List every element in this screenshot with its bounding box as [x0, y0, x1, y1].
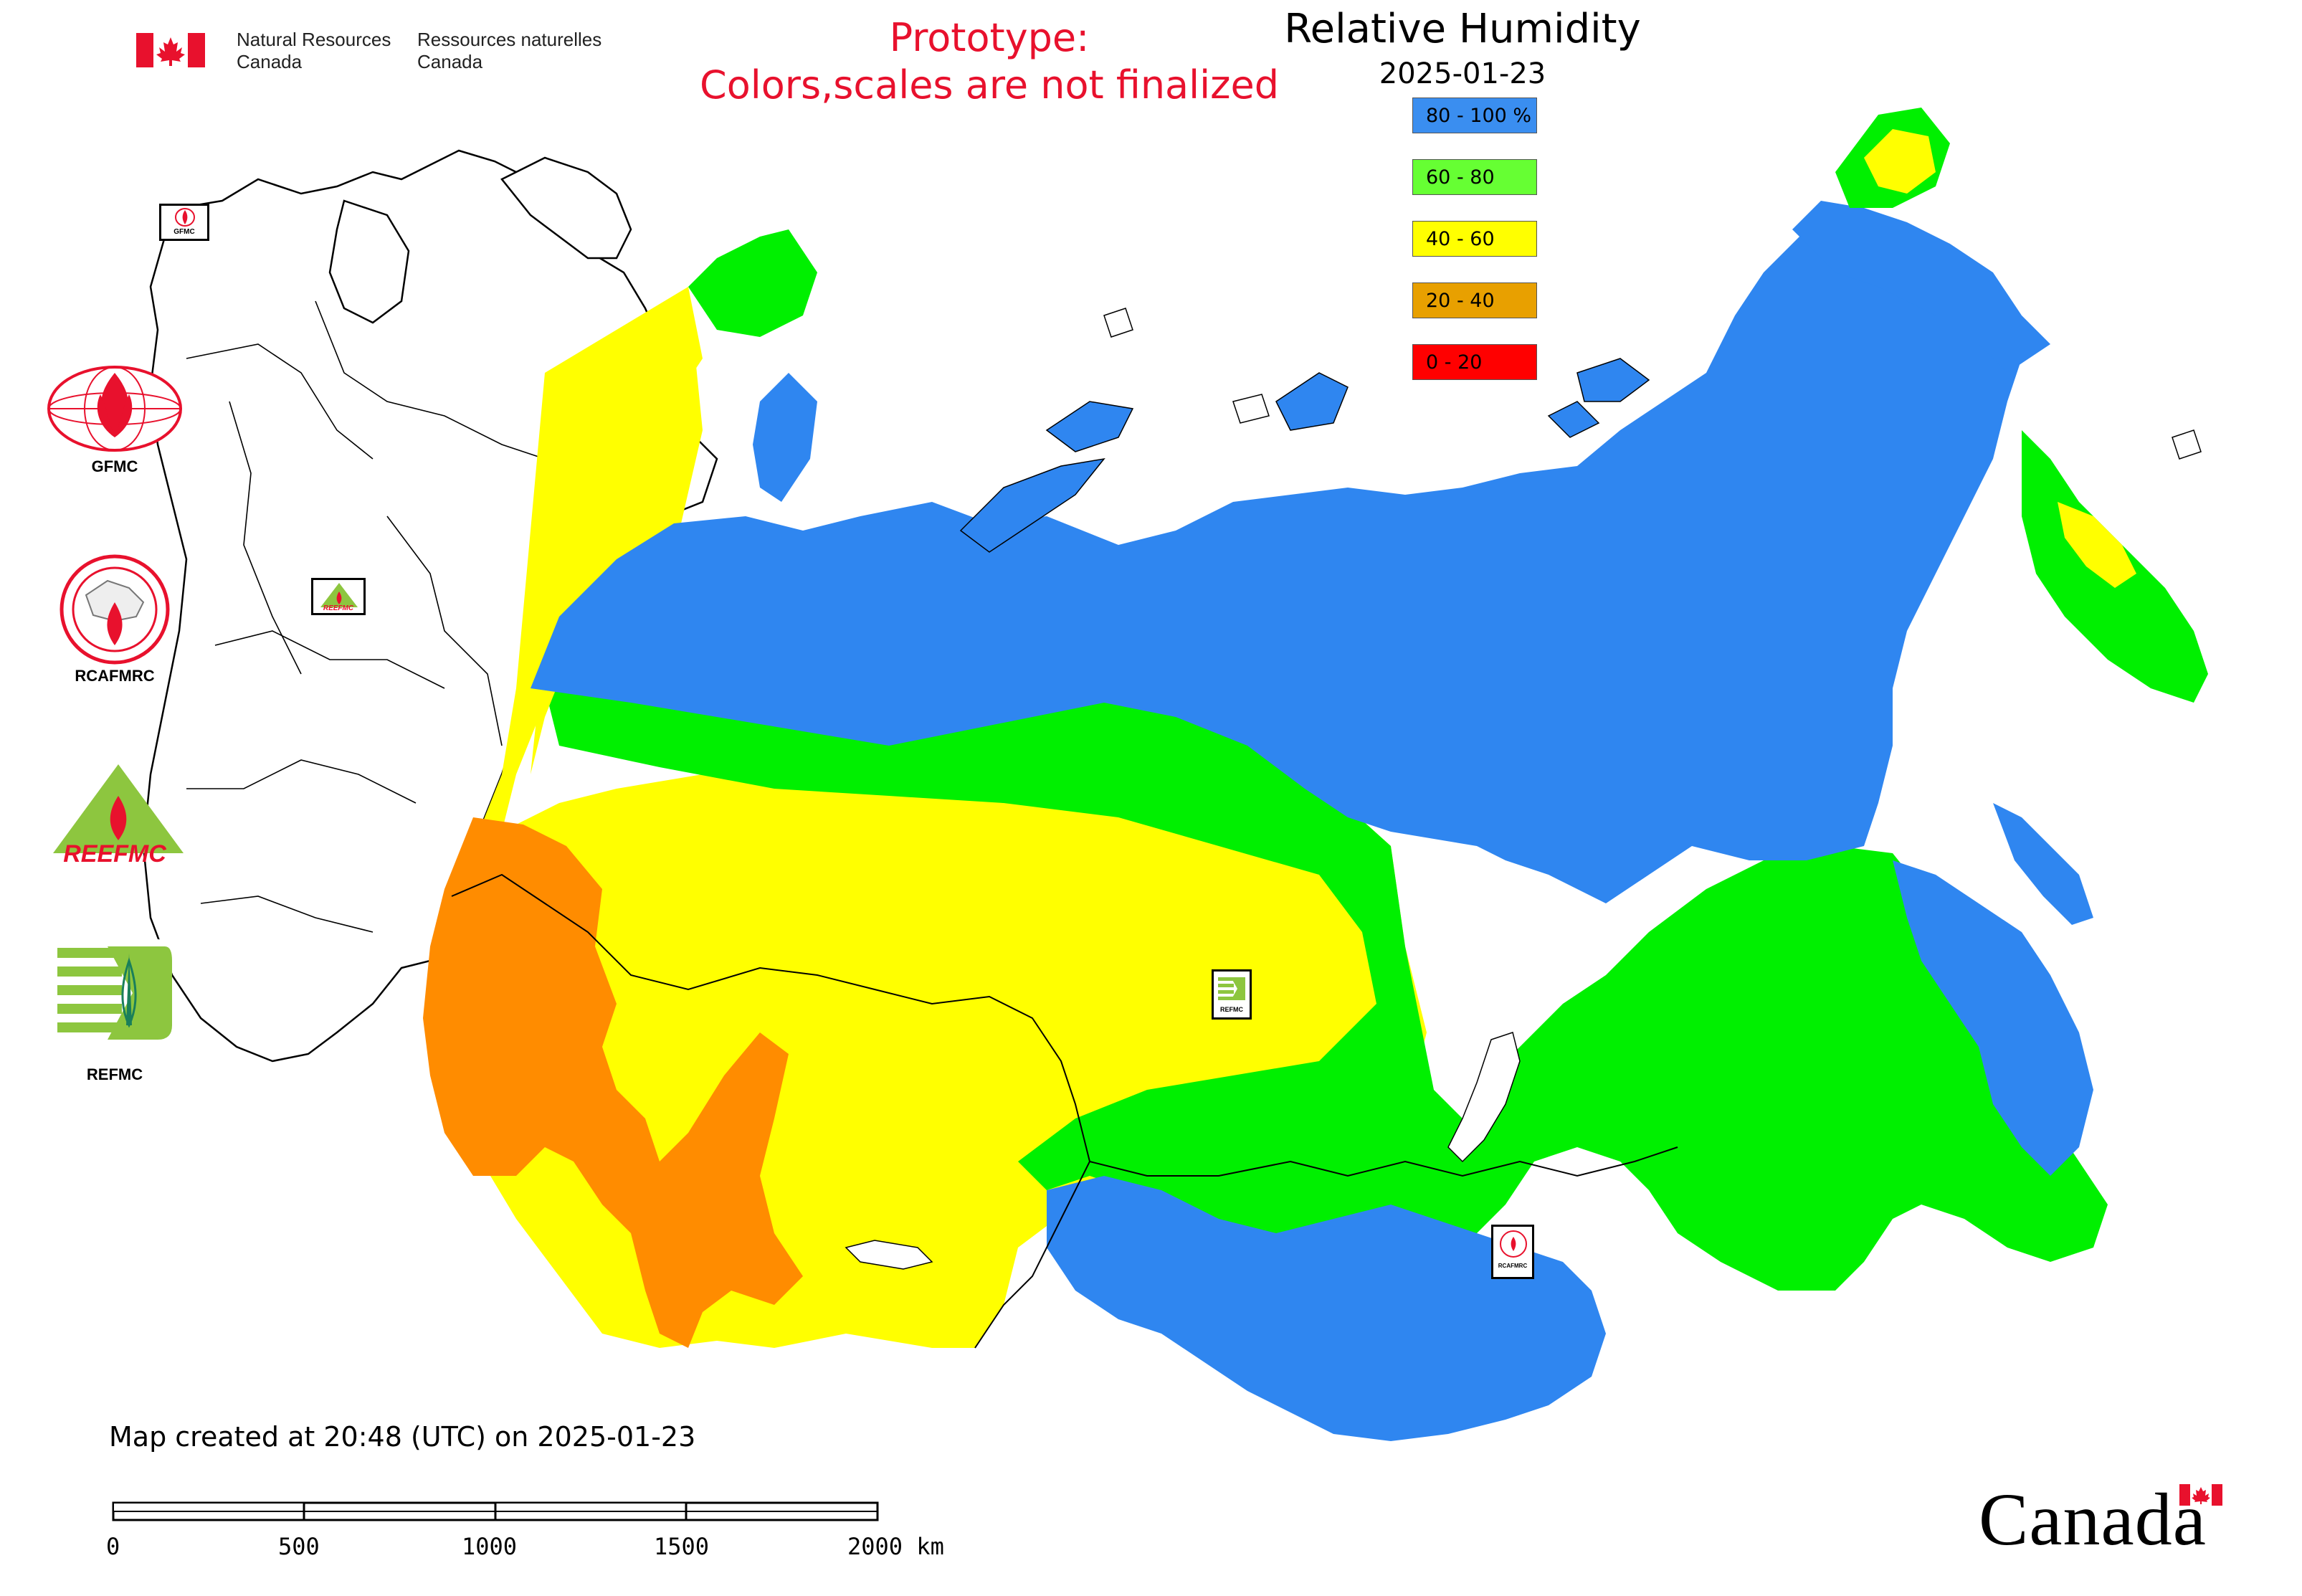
region-green-belt — [545, 681, 2108, 1305]
legend-item-20-40: 20 - 40 — [1412, 282, 1537, 318]
canada-wordmark-flag-icon — [2179, 1484, 2222, 1506]
prototype-notice: Prototype: Colors,scales are not finaliz… — [645, 14, 1333, 109]
rcafmrc-marker-icon — [1500, 1230, 1527, 1258]
rcafmrc-logo-icon — [60, 554, 170, 665]
org-name-fr-line1: Ressources naturelles — [417, 29, 602, 50]
gfmc-logo-icon — [47, 366, 182, 452]
reefmc-logo-wordmark: REEFMC — [63, 840, 166, 868]
refmc-logo-icon — [57, 939, 172, 1047]
legend-label: 40 - 60 — [1426, 228, 1495, 250]
scale-tick-1000: 1000 — [462, 1533, 518, 1560]
legend-label: 20 - 40 — [1426, 290, 1495, 312]
map-marker-gfmc[interactable]: GFMC — [159, 204, 209, 241]
map-title: Relative Humidity — [1284, 6, 1641, 52]
side-logo-gfmc: GFMC — [36, 358, 194, 480]
legend-label: 60 - 80 — [1426, 166, 1495, 189]
prototype-line1: Prototype: — [889, 15, 1090, 60]
side-logo-refmc: REFMC — [36, 939, 194, 1090]
org-name-fr-line2: Canada — [417, 51, 483, 72]
region-blue-north — [531, 215, 2022, 903]
side-logo-reefmc: REEFMC — [36, 760, 194, 875]
marker-label: RCAFMRC — [1498, 1263, 1528, 1269]
side-logo-label: REFMC — [86, 1065, 143, 1083]
org-name-en-line2: Canada — [237, 51, 303, 72]
canada-wordmark-text: Canada — [1979, 1478, 2207, 1561]
org-name-en-line1: Natural Resources — [237, 29, 391, 50]
region-yellow-west — [531, 287, 703, 774]
region-blue-amur — [1893, 860, 2093, 1176]
map-date: 2025-01-23 — [1379, 57, 1546, 90]
region-yellow-base — [430, 287, 1427, 1348]
region-green-sakhalin — [1993, 803, 2093, 925]
scale-tick-500: 500 — [278, 1533, 320, 1560]
legend-item-60-80: 60 - 80 — [1412, 159, 1537, 195]
arctic-islands — [959, 358, 1650, 553]
marker-label: REEFMC — [323, 604, 354, 612]
legend-item-80-100: 80 - 100 % — [1412, 98, 1537, 133]
canada-wordmark: Canada — [1979, 1477, 2280, 1570]
region-blue-kola — [753, 373, 817, 502]
region-blue-fareast — [1792, 201, 2050, 373]
country-borders — [451, 873, 1678, 1349]
legend: 80 - 100 % 60 - 80 40 - 60 20 - 40 0 - 2… — [1412, 98, 1541, 384]
region-green-kola — [688, 229, 817, 337]
scale-bar: 0 500 1000 1500 2000 km — [106, 1501, 944, 1587]
region-orange — [423, 817, 803, 1348]
map-created-note: Map created at 20:48 (UTC) on 2025-01-23 — [109, 1421, 696, 1453]
legend-label: 0 - 20 — [1426, 351, 1483, 374]
side-logo-rcafmrc: RCAFMRC — [36, 552, 194, 695]
region-yellow-chukotka — [1864, 129, 1936, 194]
legend-item-40-60: 40 - 60 — [1412, 221, 1537, 257]
scale-tick-0: 0 — [106, 1533, 120, 1560]
canada-flag-icon — [136, 33, 205, 67]
map-marker-rcafmrc[interactable]: RCAFMRC — [1491, 1225, 1534, 1279]
reefmc-logo-icon — [53, 764, 184, 853]
refmc-marker-icon — [1218, 977, 1245, 1000]
side-logo-label: RCAFMRC — [75, 667, 155, 685]
reefmc-marker-icon — [320, 583, 358, 607]
gfmc-marker-icon — [175, 208, 195, 227]
arctic-small-islands — [1103, 308, 2202, 460]
region-blue-mongolia — [1047, 1176, 1606, 1441]
lake-balkhash — [845, 1240, 933, 1270]
marker-label: GFMC — [173, 228, 195, 236]
map-marker-reefmc[interactable]: REEFMC — [311, 578, 366, 615]
marker-label: REFMC — [1220, 1006, 1243, 1013]
europe-borders — [186, 300, 546, 933]
map-marker-refmc[interactable]: REFMC — [1212, 969, 1252, 1020]
scale-tick-1500: 1500 — [654, 1533, 710, 1560]
legend-label: 80 - 100 % — [1426, 105, 1532, 127]
legend-item-0-20: 0 - 20 — [1412, 344, 1537, 380]
prototype-line2: Colors,scales are not finalized — [700, 62, 1279, 108]
nrcan-signature: Natural Resources Canada Ressources natu… — [136, 29, 602, 79]
region-yellow-kamchatka — [2058, 502, 2136, 588]
scale-bar-graphic — [112, 1501, 879, 1521]
scale-tick-2000-km: 2000 km — [847, 1533, 944, 1560]
lake-baikal — [1447, 1032, 1521, 1163]
side-logo-label: GFMC — [91, 457, 138, 475]
